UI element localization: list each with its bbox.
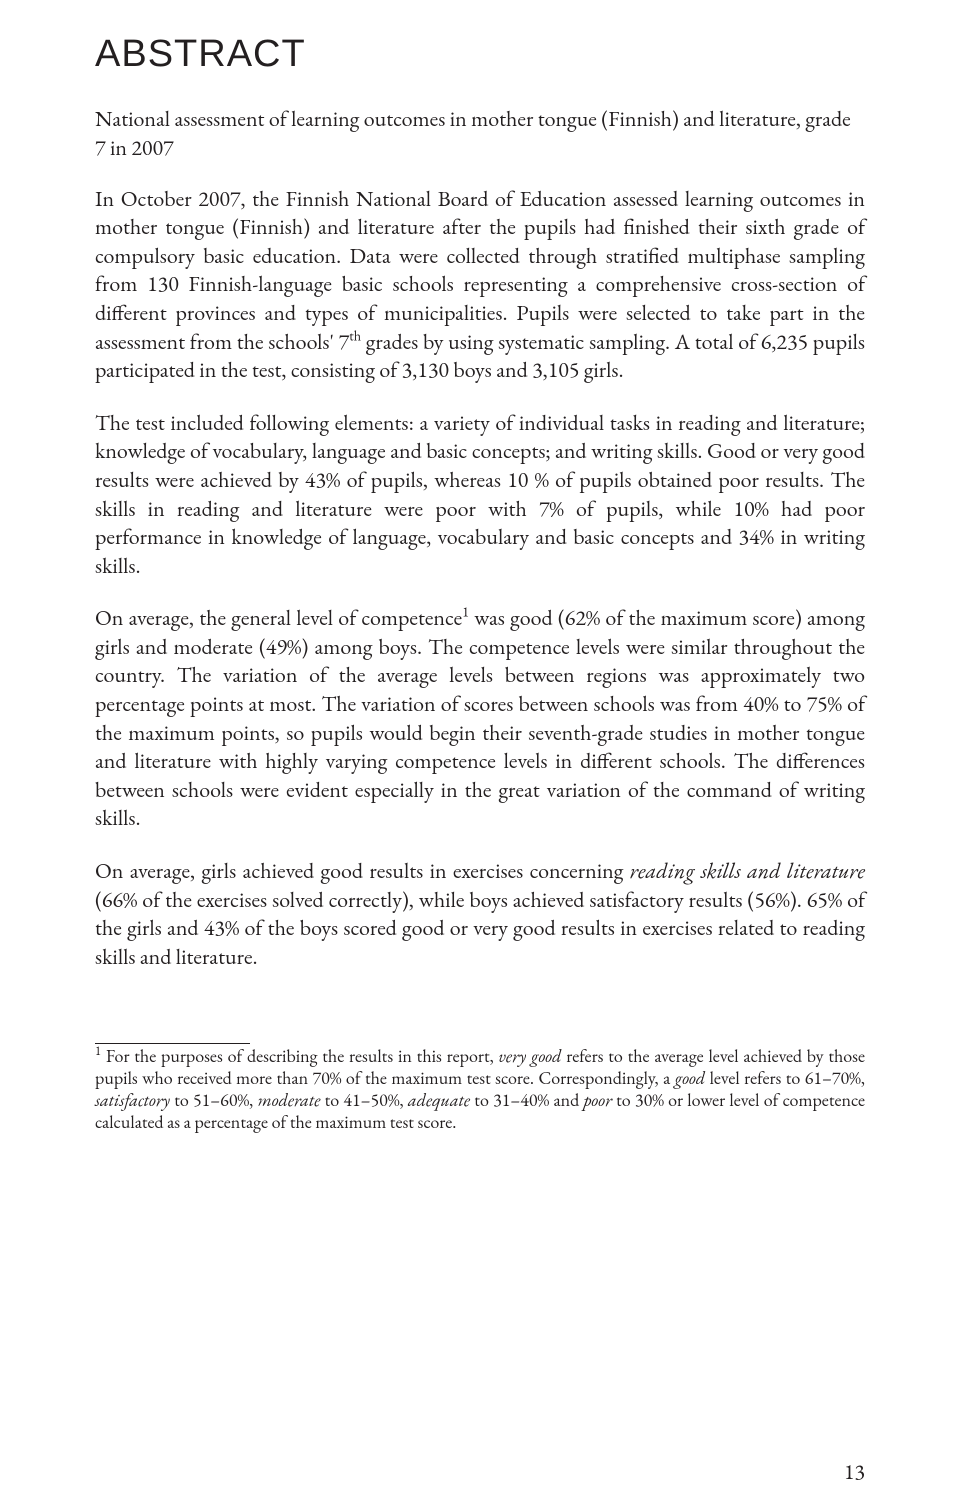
page-number: 13: [844, 1458, 865, 1487]
paragraph-4-text-b: (66% of the exercises solved correctly),…: [95, 885, 865, 971]
footnote-italic-1: very good: [499, 1045, 562, 1068]
paragraph-4-text-a: On average, girls achieved good results …: [95, 856, 630, 885]
footnote-italic-6: poor: [584, 1089, 612, 1112]
page-container: ABSTRACT National assessment of learning…: [0, 0, 960, 1507]
footnote-text-f: to 31–40% and: [470, 1089, 583, 1112]
footnote-italic-2: good: [675, 1067, 705, 1090]
footnote-italic-4: moderate: [258, 1089, 321, 1112]
paragraph-3-text-a: On average, the general level of compete…: [95, 603, 462, 632]
paragraph-3-text-b: was good (62% of the maximum score) amon…: [95, 603, 865, 832]
paragraph-4-italic-1: reading skills and literature: [630, 856, 865, 885]
paragraph-4: On average, girls achieved good results …: [95, 857, 865, 971]
paragraph-2: The test included following elements: a …: [95, 409, 865, 581]
footnote-text-d: to 51–60%,: [170, 1089, 258, 1112]
paragraph-1: In October 2007, the Finnish National Bo…: [95, 185, 865, 385]
footnote-italic-3: satisfactory: [95, 1089, 170, 1112]
footnote-ref-1: 1: [462, 604, 469, 622]
abstract-heading: ABSTRACT: [95, 30, 865, 79]
footnote-text-a: For the purposes of describing the resul…: [101, 1045, 499, 1068]
footnote-italic-5: adequate: [408, 1089, 470, 1112]
footnote-1: 1 For the purposes of describing the res…: [95, 1046, 865, 1134]
subtitle: National assessment of learning outcomes…: [95, 105, 865, 162]
ordinal-th: th: [349, 327, 361, 345]
footnote-text-e: to 41–50%,: [320, 1089, 408, 1112]
paragraph-3: On average, the general level of compete…: [95, 604, 865, 833]
footnote-text-c: level refers to 61–70%,: [705, 1067, 865, 1090]
